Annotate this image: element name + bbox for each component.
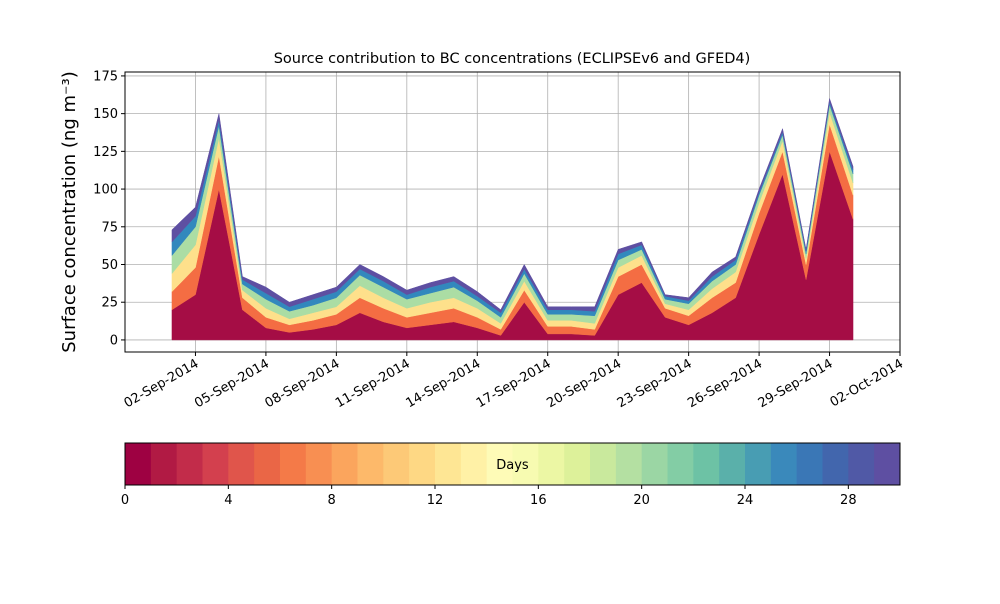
y-axis-label: Surface concentration (ng m⁻³): [59, 71, 80, 353]
chart-title: Source contribution to BC concentrations…: [274, 51, 751, 67]
y-tick-label: 125: [93, 145, 118, 160]
colorbar-bin: [822, 443, 849, 485]
colorbar-bin: [486, 443, 513, 485]
colorbar-bin: [409, 443, 436, 485]
colorbar-bin: [693, 443, 720, 485]
y-tick-label: 0: [110, 333, 118, 348]
colorbar-tick-label: 16: [530, 493, 547, 508]
colorbar-bin: [848, 443, 875, 485]
colorbar-bin: [125, 443, 152, 485]
colorbar-bin: [435, 443, 462, 485]
colorbar-bin: [176, 443, 203, 485]
colorbar-tick-label: 20: [633, 493, 650, 508]
y-tick-label: 150: [93, 107, 118, 122]
y-tick-label: 175: [93, 69, 118, 84]
colorbar-tick-label: 24: [737, 493, 754, 508]
colorbar-tick-label: 0: [121, 493, 129, 508]
y-tick-label: 75: [101, 220, 118, 235]
colorbar-bin: [357, 443, 384, 485]
axes-frame: [124, 71, 901, 353]
colorbar-label: Days: [496, 458, 529, 473]
colorbar-bin: [150, 443, 178, 485]
colorbar-tick-label: 28: [840, 493, 857, 508]
colorbar-bin: [770, 443, 798, 485]
y-tick-label: 50: [101, 258, 118, 273]
colorbar-bin: [280, 443, 307, 485]
colorbar-bin: [460, 443, 488, 485]
colorbar-bin: [202, 443, 229, 485]
colorbar-bin: [590, 443, 617, 485]
colorbar-tick-label: 4: [224, 493, 232, 508]
y-tick-label: 100: [93, 183, 118, 198]
colorbar-bin: [667, 443, 694, 485]
colorbar-bin: [331, 443, 358, 485]
colorbar-bin: [615, 443, 643, 485]
colorbar-bin: [383, 443, 410, 485]
colorbar-bin: [874, 443, 901, 485]
y-tick-label: 25: [101, 296, 118, 311]
colorbar-bin: [512, 443, 539, 485]
colorbar-tick-label: 8: [328, 493, 336, 508]
colorbar-bin: [796, 443, 823, 485]
colorbar-bin: [745, 443, 772, 485]
colorbar-tick-label: 12: [427, 493, 444, 508]
colorbar-bin: [641, 443, 668, 485]
colorbar-bin: [564, 443, 591, 485]
colorbar-bin: [538, 443, 565, 485]
colorbar-bin: [254, 443, 281, 485]
colorbar-frame: [124, 442, 901, 486]
area-layer: [171, 98, 854, 314]
colorbar-bin: [719, 443, 746, 485]
colorbar-bin: [305, 443, 333, 485]
colorbar-bin: [228, 443, 255, 485]
